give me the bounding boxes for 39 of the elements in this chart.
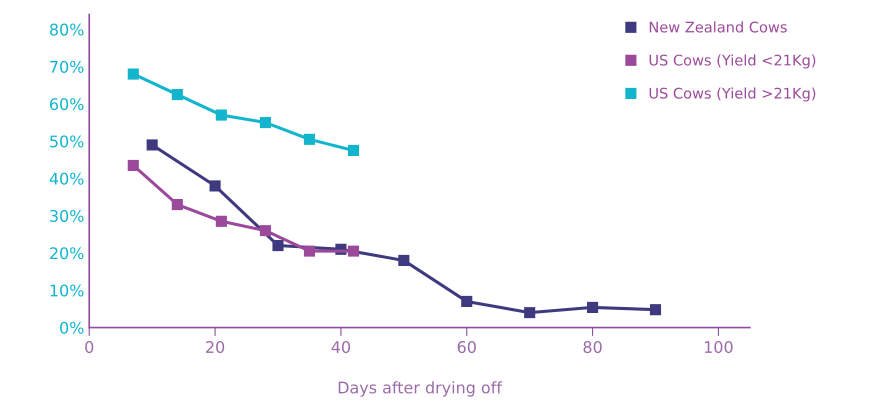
y-tick-label: 0%	[60, 322, 84, 334]
point	[348, 246, 360, 257]
x-tick-label: 40	[332, 341, 350, 354]
point	[304, 246, 316, 257]
point	[461, 296, 472, 308]
point	[304, 134, 316, 145]
y-tick-label: 40%	[50, 172, 84, 185]
x-tick-label: 80	[584, 341, 602, 354]
point	[146, 139, 158, 150]
legend-label: US Cows (Yield <21Kg)	[650, 54, 816, 68]
y-tick-label: 60%	[50, 98, 84, 110]
point	[210, 180, 221, 192]
x-tick-label: 60	[458, 341, 476, 354]
point	[650, 304, 662, 316]
y-tick-label: 70%	[50, 60, 84, 73]
y-tick-label: 30%	[50, 210, 84, 222]
point	[260, 116, 271, 128]
point	[172, 89, 183, 100]
point	[172, 198, 183, 210]
point	[348, 144, 360, 156]
point	[216, 216, 227, 227]
point	[128, 68, 139, 80]
x-tick-label: 20	[206, 341, 224, 354]
point	[128, 160, 139, 171]
legend-label: US Cows (Yield >21Kg)	[650, 87, 816, 102]
point	[587, 302, 598, 313]
legend-label: New Zealand Cows	[650, 21, 787, 33]
x-tick-label: 0	[85, 341, 94, 354]
point	[272, 240, 284, 252]
y-tick-label: 20%	[50, 247, 84, 260]
point	[524, 307, 536, 318]
x-axis-title: Days after drying off	[338, 381, 502, 397]
point	[398, 254, 410, 266]
point	[216, 110, 227, 121]
x-tick-label: 100	[704, 341, 733, 354]
point	[260, 225, 271, 236]
y-tick-label: 10%	[50, 284, 84, 297]
y-tick-label: 80%	[50, 24, 84, 36]
y-tick-label: 50%	[50, 135, 84, 148]
